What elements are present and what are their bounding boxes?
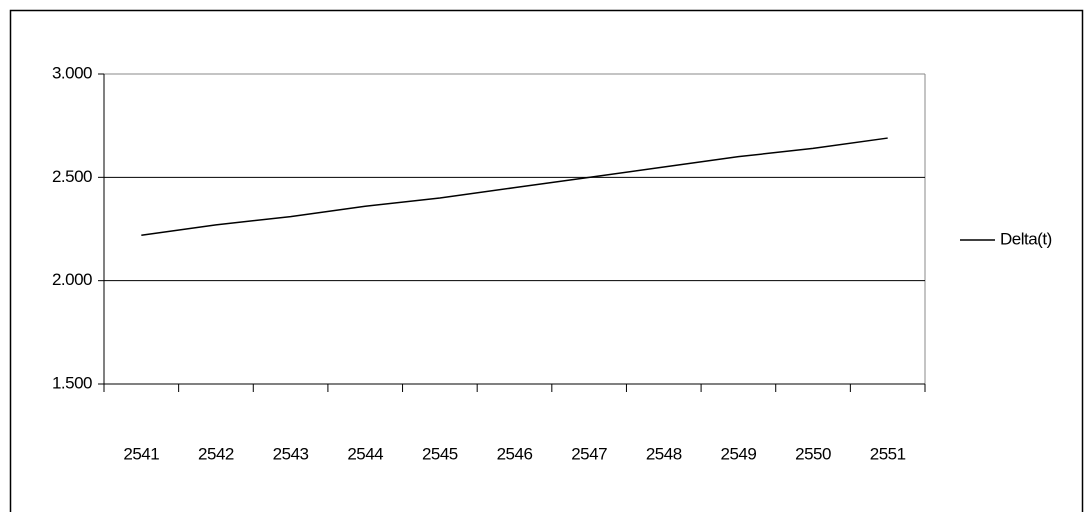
y-tick-label: 3.000 [52,63,92,82]
y-tick-label: 2.000 [52,270,92,289]
y-tick-label: 1.500 [52,373,92,392]
legend-label: Delta(t) [1000,229,1052,248]
x-tick-label: 2549 [720,444,756,463]
x-tick-label: 2542 [198,444,234,463]
y-tick-label: 2.500 [52,167,92,186]
x-tick-label: 2547 [571,444,607,463]
x-tick-label: 2548 [646,444,682,463]
chart-frame [9,9,1084,512]
series-line [141,137,888,236]
x-tick-label: 2543 [273,444,309,463]
x-tick-label: 2550 [795,444,831,463]
x-tick-label: 2551 [870,444,906,463]
x-tick-label: 2541 [123,444,159,463]
x-tick-label: 2544 [347,444,383,463]
x-tick-label: 2546 [497,444,533,463]
x-tick-label: 2545 [422,444,458,463]
